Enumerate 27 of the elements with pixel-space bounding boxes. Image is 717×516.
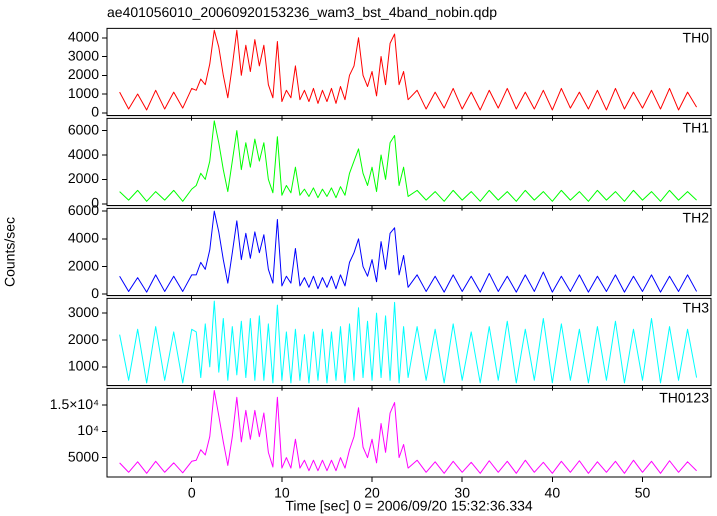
y-tick-label: 2000 [68,257,100,274]
text: TH0 [682,29,710,46]
text: TH2 [682,209,710,226]
y-tick-label: 0 [91,285,100,302]
y-tick-label: 2000 [68,330,100,347]
y-tick-label: 2000 [68,170,100,186]
y-tick-label: 4000 [68,230,100,246]
y-tick-label: 1.5×10⁴ [50,396,99,412]
x-tick-label: 40 [544,484,560,500]
y-tick-label: 5000 [68,448,100,464]
chart-title: ae401056010_20060920153236_wam3_bst_4band_nobin.qdp [107,4,498,20]
y-tick-label: 0 [91,104,100,120]
y-tick-label: 3000 [68,47,100,64]
text: TH0123 [659,389,710,406]
y-tick-label: 1000 [68,84,100,101]
y-tick-label: 2000 [68,66,100,82]
y-tick-label: 4000 [68,146,100,162]
text: TH1 [682,119,710,136]
y-tick-label: 4000 [68,28,100,45]
y-axis-title: Counts/sec [1,216,18,288]
y-tick-label: 10⁴ [77,422,99,438]
y-tick-label: 3000 [68,304,100,320]
x-tick-label: 0 [188,484,196,500]
y-tick-label: 1000 [68,358,100,374]
y-tick-label: 6000 [68,121,100,138]
x-tick-label: 50 [634,484,650,500]
series-label: TH3 [682,299,710,316]
